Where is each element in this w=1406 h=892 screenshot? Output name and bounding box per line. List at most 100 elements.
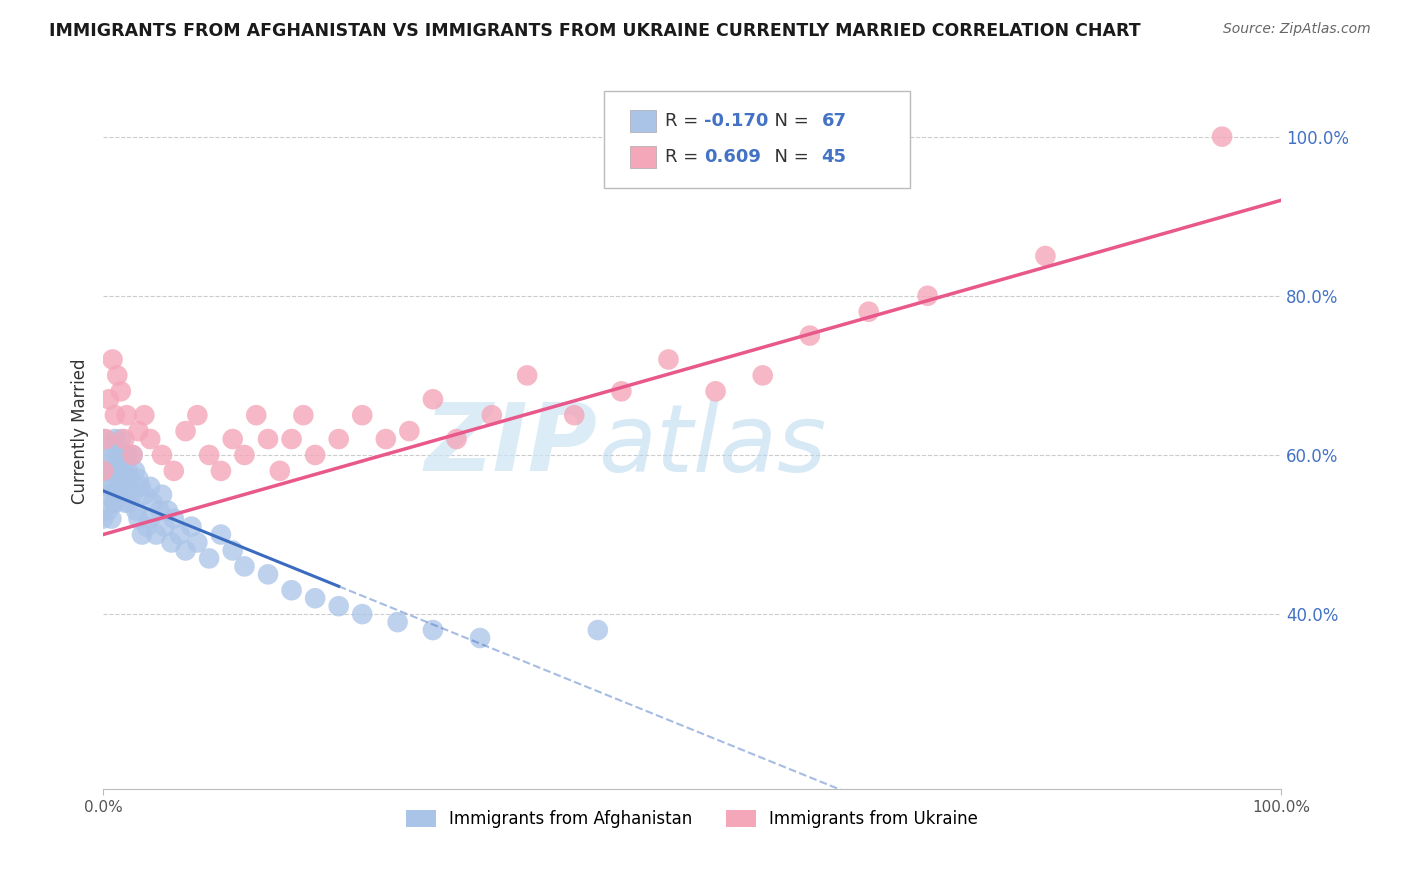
Point: [124, 464, 146, 478]
Point: [233, 448, 256, 462]
Point: [98, 464, 121, 478]
Point: [149, 504, 172, 518]
Point: [163, 464, 186, 478]
Point: [91, 511, 114, 525]
Point: [98, 488, 121, 502]
Point: [91, 464, 114, 478]
Point: [115, 480, 138, 494]
Point: [91, 464, 114, 478]
Text: R =: R =: [665, 112, 704, 130]
Point: [186, 535, 208, 549]
Point: [209, 527, 232, 541]
Text: -0.170: -0.170: [704, 112, 768, 130]
FancyBboxPatch shape: [603, 91, 910, 187]
Point: [1211, 129, 1233, 144]
Point: [101, 480, 124, 494]
Point: [110, 432, 132, 446]
Point: [398, 424, 420, 438]
Point: [352, 607, 374, 621]
Point: [134, 488, 156, 502]
Point: [657, 352, 679, 367]
Point: [374, 432, 396, 446]
Point: [107, 464, 129, 478]
Point: [352, 408, 374, 422]
Point: [221, 543, 243, 558]
Point: [257, 432, 280, 446]
Point: [799, 328, 821, 343]
Point: [304, 448, 326, 462]
Point: [94, 448, 117, 462]
Point: [120, 472, 142, 486]
Text: N =: N =: [762, 148, 814, 166]
Point: [108, 488, 131, 502]
Point: [280, 583, 302, 598]
Point: [446, 432, 468, 446]
Point: [112, 480, 135, 494]
Point: [110, 384, 132, 399]
Point: [516, 368, 538, 383]
Point: [292, 408, 315, 422]
Point: [111, 448, 134, 462]
Point: [186, 408, 208, 422]
Point: [101, 448, 124, 462]
Text: IMMIGRANTS FROM AFGHANISTAN VS IMMIGRANTS FROM UKRAINE CURRENTLY MARRIED CORRELA: IMMIGRANTS FROM AFGHANISTAN VS IMMIGRANT…: [49, 22, 1140, 40]
Point: [127, 424, 149, 438]
Point: [104, 408, 127, 422]
Point: [142, 496, 165, 510]
Point: [233, 559, 256, 574]
Point: [150, 448, 173, 462]
Point: [751, 368, 773, 383]
Point: [105, 480, 128, 494]
Point: [104, 496, 127, 510]
Point: [245, 408, 267, 422]
Point: [127, 511, 149, 525]
Point: [422, 392, 444, 407]
Point: [101, 352, 124, 367]
Text: 0.609: 0.609: [704, 148, 761, 166]
Point: [221, 432, 243, 446]
Point: [110, 472, 132, 486]
Point: [115, 408, 138, 422]
Bar: [630, 111, 655, 132]
Point: [139, 480, 162, 494]
Point: [174, 543, 197, 558]
Text: atlas: atlas: [598, 400, 827, 491]
Point: [131, 527, 153, 541]
Point: [198, 448, 221, 462]
Point: [121, 448, 143, 462]
Point: [704, 384, 727, 399]
Legend: Immigrants from Afghanistan, Immigrants from Ukraine: Immigrants from Afghanistan, Immigrants …: [399, 803, 984, 835]
Text: 45: 45: [821, 148, 846, 166]
Y-axis label: Currently Married: Currently Married: [72, 359, 89, 504]
Point: [91, 432, 114, 446]
Point: [209, 464, 232, 478]
Point: [156, 504, 179, 518]
Point: [125, 504, 148, 518]
Point: [328, 432, 350, 446]
Point: [610, 384, 633, 399]
Point: [1035, 249, 1057, 263]
Point: [153, 519, 176, 533]
Point: [127, 472, 149, 486]
Point: [304, 591, 326, 606]
Point: [105, 368, 128, 383]
Point: [328, 599, 350, 614]
Bar: [630, 146, 655, 168]
Point: [169, 527, 191, 541]
Text: Source: ZipAtlas.com: Source: ZipAtlas.com: [1223, 22, 1371, 37]
Point: [97, 504, 120, 518]
Point: [481, 408, 503, 422]
Point: [174, 424, 197, 438]
Text: ZIP: ZIP: [425, 400, 598, 491]
Point: [121, 448, 143, 462]
Point: [121, 488, 143, 502]
Point: [104, 464, 127, 478]
Point: [145, 527, 167, 541]
Point: [94, 432, 117, 446]
Point: [858, 304, 880, 318]
Point: [98, 392, 121, 407]
Point: [96, 480, 118, 494]
Point: [103, 496, 125, 510]
Point: [129, 480, 152, 494]
Point: [118, 496, 141, 510]
